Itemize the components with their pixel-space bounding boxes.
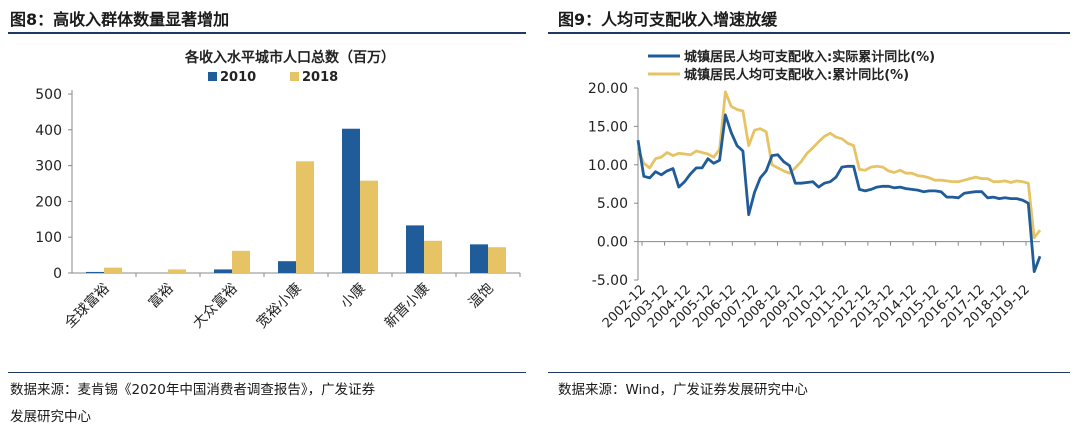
bar-2018-大众富裕 [232, 250, 250, 273]
line-chart-legend: 城镇居民人均可支配收入:实际累计同比(%) 城镇居民人均可支配收入:累计同比(%) [648, 49, 935, 83]
line-chart-date-labels: 2002-122003-122004-122005-122006-122007-… [600, 241, 1033, 331]
bar-2010-大众富裕 [214, 269, 232, 273]
y-tick-label: 5.00 [597, 196, 628, 212]
legend-label-2010: 2010 [220, 70, 256, 85]
category-label-小康: 小康 [337, 280, 369, 312]
left-figure-panel: 图8：高收入群体数量显著增加 各收入水平城市人口总数（百万） 2010 2018 … [0, 0, 530, 434]
bar-chart-legend: 2010 2018 [208, 70, 338, 85]
legend-swatch-2010 [208, 72, 217, 81]
y-tick-label: 20.00 [588, 81, 628, 97]
legend-label-1: 城镇居民人均可支配收入:实际累计同比(%) [684, 49, 935, 65]
bar-2018-富裕 [168, 269, 186, 273]
figure-8-title: 图8：高收入群体数量显著增加 [10, 10, 230, 29]
bar-2018-小康 [360, 180, 378, 273]
y-tick-label: 0 [53, 266, 62, 282]
income-growth-line-chart: 城镇居民人均可支配收入:实际累计同比(%) 城镇居民人均可支配收入:累计同比(%)… [588, 49, 1042, 331]
top-rule [8, 32, 526, 34]
source-line-2: 发展研究中心 [10, 409, 91, 425]
y-tick-label: 200 [35, 194, 62, 210]
bar-2018-全球富裕 [104, 267, 122, 273]
series-line-1 [636, 113, 1042, 274]
category-label-大众富裕: 大众富裕 [189, 280, 241, 332]
category-label-新晋小康: 新晋小康 [381, 280, 433, 332]
y-tick-label: 0.00 [597, 235, 628, 251]
bar-2010-全球富裕 [86, 271, 104, 273]
figure-8-source: 数据来源：麦肯锡《2020年中国消费者调查报告》，广发证券 发展研究中心 [10, 377, 375, 431]
y-tick-label: -5.00 [592, 273, 628, 289]
right-figure-panel: 图9：人均可支配收入增速放缓 城镇居民人均可支配收入:实际累计同比(%) 城镇居民… [548, 0, 1075, 434]
bar-2018-新晋小康 [424, 240, 442, 273]
series-line-2 [636, 90, 1042, 240]
bar-2010-宽裕小康 [278, 261, 296, 273]
y-tick-label: 100 [35, 230, 62, 246]
y-tick-label: 500 [35, 87, 62, 103]
bar-chart-category-labels: 全球富裕 富裕 大众富裕 宽裕小康 小康 新晋小康 温饱 [61, 280, 497, 332]
bottom-rule [548, 372, 1070, 373]
figure-9-title: 图9：人均可支配收入增速放缓 [558, 10, 778, 29]
category-label-全球富裕: 全球富裕 [61, 280, 113, 332]
y-tick-label: 10.00 [588, 158, 628, 174]
bar-chart-bars [86, 128, 506, 273]
y-tick-label: 15.00 [588, 119, 628, 135]
bar-2010-新晋小康 [406, 225, 424, 273]
line-chart-series [636, 90, 1042, 274]
legend-swatch-2018 [290, 72, 299, 81]
top-rule [548, 32, 1070, 34]
bottom-rule [8, 372, 526, 373]
y-tick-label: 300 [35, 159, 62, 175]
bar-2018-宽裕小康 [296, 161, 314, 273]
legend-label-2: 城镇居民人均可支配收入:累计同比(%) [684, 67, 909, 83]
bar-2010-小康 [342, 128, 360, 273]
category-label-温饱: 温饱 [466, 281, 497, 312]
source-line-1: 数据来源：麦肯锡《2020年中国消费者调查报告》，广发证券 [10, 382, 376, 398]
bar-2010-温饱 [470, 244, 488, 273]
figure-9-source: 数据来源：Wind，广发证券发展研究中心 [558, 382, 808, 398]
legend-label-2018: 2018 [302, 70, 338, 85]
line-chart-axes: -5.00 0.00 5.00 10.00 15.00 20.00 [588, 81, 1040, 289]
y-tick-label: 400 [35, 123, 62, 139]
category-label-富裕: 富裕 [145, 280, 177, 312]
income-group-bar-chart: 各收入水平城市人口总数（百万） 2010 2018 0 100 200 300 400 50… [35, 49, 521, 332]
category-label-宽裕小康: 宽裕小康 [253, 280, 305, 332]
bar-chart-title: 各收入水平城市人口总数（百万） [184, 49, 395, 66]
bar-2018-温饱 [488, 247, 506, 273]
bar-chart-axes: 0 100 200 300 400 500 [35, 87, 521, 282]
